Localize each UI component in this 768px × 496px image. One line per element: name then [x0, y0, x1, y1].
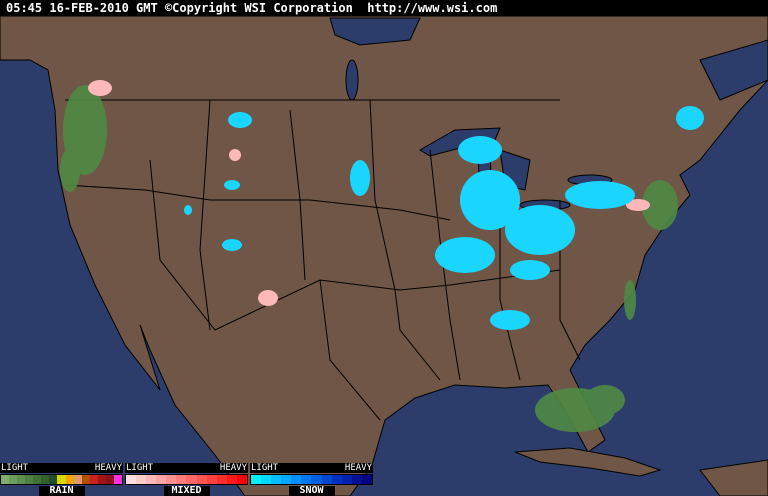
legend-light-label: LIGHT: [251, 463, 279, 473]
legend-name: SNOW: [288, 486, 335, 496]
legend-light-label: LIGHT: [1, 463, 29, 473]
state-borders: [64, 99, 581, 421]
legend-swatch: [156, 475, 167, 484]
land-florida-keys: [699, 459, 768, 496]
legend-swatch: [331, 475, 342, 484]
legend-swatch: [341, 475, 352, 484]
legend-swatch: [9, 475, 18, 484]
legend-swatch: [105, 475, 114, 484]
header-bar: 05:45 16-FEB-2010 GMT ©Copyright WSI Cor…: [0, 0, 768, 16]
legend-swatch: [1, 475, 10, 484]
legend-swatch: [311, 475, 322, 484]
legend-swatch: [176, 475, 187, 484]
legend-swatch: [49, 475, 58, 484]
legend-swatch: [216, 475, 227, 484]
legend-swatch: [281, 475, 292, 484]
legend-swatch: [291, 475, 302, 484]
legend-swatch: [261, 475, 272, 484]
legend-swatch: [271, 475, 282, 484]
legend-swatch: [81, 475, 90, 484]
legend-swatch: [226, 475, 237, 484]
legend-rain: LIGHT HEAVY RAIN: [0, 463, 123, 496]
legend-color-scale: [0, 474, 123, 485]
legend-swatch: [25, 475, 34, 484]
legend-swatch: [146, 475, 157, 484]
legend-swatch: [41, 475, 50, 484]
legend-swatch: [33, 475, 42, 484]
legend-swatch: [361, 475, 372, 484]
legend-swatch: [65, 475, 74, 484]
legend-swatch: [321, 475, 332, 484]
legend-swatch: [89, 475, 98, 484]
legend-swatch: [186, 475, 197, 484]
legend-snow: LIGHT HEAVY SNOW: [250, 463, 373, 496]
legend-swatch: [113, 475, 122, 484]
legend-heavy-label: HEAVY: [94, 463, 122, 473]
precip-rain: [60, 85, 678, 432]
legend-heavy-label: HEAVY: [219, 463, 247, 473]
copyright: ©Copyright WSI Corporation: [164, 1, 353, 15]
legend-swatch: [196, 475, 207, 484]
precip-mixed: [88, 80, 650, 306]
source-url: http://www.wsi.com: [367, 1, 498, 15]
legend-swatch: [166, 475, 177, 484]
legend-light-label: LIGHT: [126, 463, 154, 473]
gulf-st-lawrence: [699, 39, 768, 101]
legend-swatch: [57, 475, 66, 484]
legend-color-scale: [250, 474, 373, 485]
legend-swatch: [236, 475, 247, 484]
legend-swatch: [126, 475, 137, 484]
hudson-bay: [329, 17, 421, 46]
legend-color-scale: [125, 474, 248, 485]
legend-swatch: [351, 475, 362, 484]
lake-winnipeg: [345, 59, 359, 101]
legend-heavy-label: HEAVY: [344, 463, 372, 473]
legend-mixed: LIGHT HEAVY MIXED: [125, 463, 248, 496]
legend-swatch: [73, 475, 82, 484]
legend-swatch: [301, 475, 312, 484]
precip-snow: [184, 106, 704, 330]
legend-swatch: [97, 475, 106, 484]
timestamp: 05:45 16-FEB-2010 GMT: [6, 1, 158, 15]
land-north-america: [0, 15, 768, 496]
legend-swatch: [251, 475, 262, 484]
legend-swatch: [206, 475, 217, 484]
legend-name: MIXED: [163, 486, 210, 496]
legend-swatch: [136, 475, 147, 484]
legend-name: RAIN: [38, 486, 85, 496]
land-cuba: [514, 447, 662, 477]
legend-swatch: [17, 475, 26, 484]
